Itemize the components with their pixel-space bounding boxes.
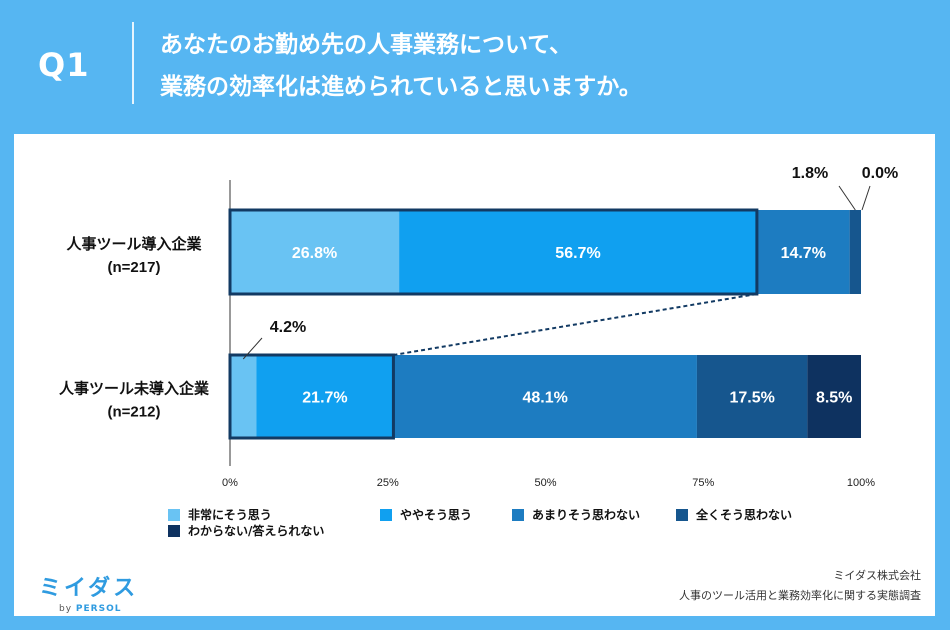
legend-swatch (168, 524, 180, 537)
bar-segment-r1-s0 (230, 355, 257, 438)
data-label-r0-s1: 56.7% (555, 245, 600, 262)
leader-line-r0-s3 (838, 185, 856, 211)
leader-line-r1-s0 (242, 337, 263, 360)
legend-swatch (380, 508, 392, 521)
data-label-r1-s3: 17.5% (729, 390, 774, 407)
x-tick-label-2: 50% (534, 477, 556, 489)
x-tick-label-3: 75% (692, 477, 714, 489)
source-survey: 人事のツール活用と業務効率化に関する実態調査 (679, 589, 921, 602)
legend-swatch (168, 508, 180, 521)
bar-segment-r0-s2 (756, 210, 850, 294)
stacked-bar-chart: 人事ツール導入企業 (n=217) 人事ツール未導入企業 (n=212) 26.8% 56… (59, 165, 898, 489)
legend-item-2: あまりそう思わない (512, 506, 640, 523)
highlight-box-row1 (228, 353, 395, 440)
bar-segment-r1-s1 (256, 355, 394, 438)
legend-item-3: 全くそう思わない (676, 506, 792, 523)
miidas-logo: ミイダス by PERSOL (39, 570, 138, 614)
bar-segment-r0-s0 (230, 210, 400, 294)
legend-label: 全くそう思わない (696, 508, 793, 522)
connector-dashed-line (393, 293, 758, 356)
highlight-box-row0 (228, 208, 759, 296)
legend-swatch (676, 508, 688, 521)
header-divider (132, 22, 134, 104)
header: Q1 あなたのお勤め先の人事業務について、 業務の効率化は進められていると思いま… (0, 0, 950, 132)
legend-label: あまりそう思わない (532, 508, 641, 522)
legend-label: わからない/答えられない (188, 524, 325, 538)
bar-segment-r1-s4 (807, 355, 861, 438)
data-label-r0-s2: 14.7% (781, 245, 826, 262)
legend-label: 非常にそう思う (188, 508, 272, 522)
legend-label: ややそう思う (400, 508, 473, 522)
question-line-1: あなたのお勤め先の人事業務について、 (160, 32, 573, 58)
data-label-r1-s4: 8.5% (816, 390, 852, 407)
data-label-r0-s3: 1.8% (792, 165, 828, 182)
leader-line-r0-s4 (861, 185, 871, 211)
category-n-0: (n=217) (108, 259, 161, 276)
data-label-r1-s1: 21.7% (302, 390, 347, 407)
data-label-r1-s0: 4.2% (270, 319, 306, 336)
x-tick-label-0: 0% (222, 477, 238, 489)
x-tick-label-1: 25% (377, 477, 399, 489)
legend-item-4: わからない/答えられない (168, 522, 324, 539)
category-label-0: 人事ツール導入企業 (66, 235, 202, 253)
data-label-r1-s2: 48.1% (522, 390, 567, 407)
x-tick-label-4: 100% (847, 477, 875, 489)
source-credit: ミイダス株式会社 人事のツール活用と業務効率化に関する実態調査 (679, 566, 921, 606)
question-text: あなたのお勤め先の人事業務について、 業務の効率化は進められていると思いますか。 (160, 24, 642, 108)
legend: 非常にそう思う ややそう思う あまりそう思わない 全くそう思わないわからない/答えられ… (168, 506, 868, 546)
chart-panel: 人事ツール導入企業 (n=217) 人事ツール未導入企業 (n=212) 26.8% 56… (14, 134, 935, 616)
logo-sub: by PERSOL (59, 604, 138, 614)
legend-swatch (512, 508, 524, 521)
logo-sub-prefix: by (59, 604, 73, 614)
bar-segment-r0-s3 (849, 210, 861, 294)
question-number: Q1 (38, 46, 90, 84)
category-n-1: (n=212) (108, 404, 161, 421)
data-label-r0-s0: 26.8% (292, 245, 337, 262)
legend-item-1: ややそう思う (380, 506, 472, 523)
bar-segment-r1-s3 (696, 355, 808, 438)
source-company: ミイダス株式会社 (833, 569, 921, 582)
logo-sub-brand: PERSOL (75, 604, 122, 614)
bar-segment-r0-s1 (399, 210, 757, 294)
category-label-1: 人事ツール未導入企業 (59, 380, 210, 398)
data-label-r0-s4: 0.0% (862, 165, 898, 182)
logo-text: ミイダス (39, 576, 139, 601)
question-line-2: 業務の効率化は進められていると思いますか。 (160, 74, 642, 100)
legend-item-0: 非常にそう思う (168, 506, 272, 523)
bar-segment-r1-s2 (393, 355, 697, 438)
